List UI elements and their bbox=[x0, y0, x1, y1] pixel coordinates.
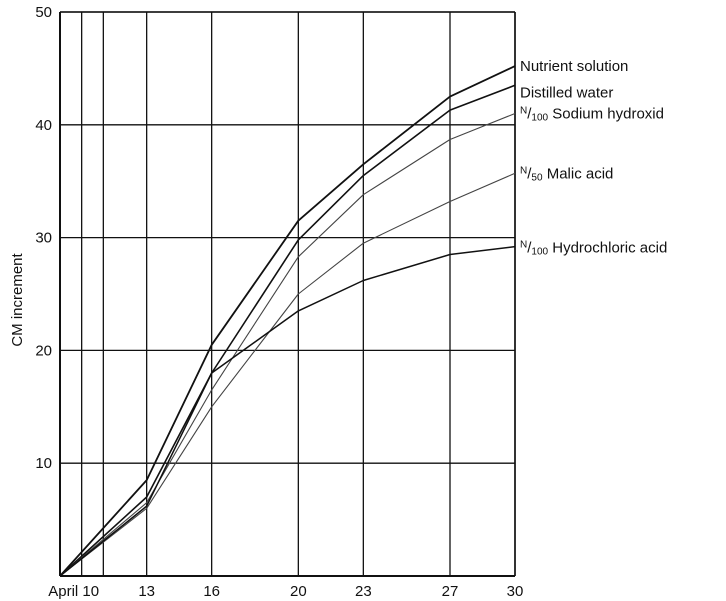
series-line bbox=[59, 84, 516, 577]
y-tick-label: 10 bbox=[35, 455, 52, 472]
y-tick-label: 40 bbox=[35, 117, 52, 134]
fraction-denominator: 100 bbox=[531, 247, 548, 258]
x-tick-label: 23 bbox=[355, 583, 372, 600]
series-line bbox=[59, 172, 516, 577]
series-label: Nutrient solution bbox=[520, 58, 628, 75]
x-tick-label: April 10 bbox=[48, 583, 99, 600]
plot-frame bbox=[59, 11, 516, 577]
fraction-slash: / bbox=[527, 165, 532, 182]
fraction-numerator: N bbox=[520, 106, 527, 117]
y-tick-label: 30 bbox=[35, 230, 52, 247]
x-tick-label: 30 bbox=[507, 583, 524, 600]
fraction-numerator: N bbox=[520, 165, 527, 176]
x-tick-label: 16 bbox=[203, 583, 220, 600]
fraction-slash: / bbox=[527, 240, 532, 257]
x-tick-label: 20 bbox=[290, 583, 307, 600]
grid bbox=[60, 11, 516, 576]
y-tick-label: 50 bbox=[35, 4, 52, 21]
x-axis-ticks: April 10 13 16 20 23 27 30 bbox=[48, 583, 523, 600]
series-label-text: Sodium hydroxid bbox=[548, 106, 664, 123]
fraction-numerator: N bbox=[520, 240, 527, 251]
series-label: N/100 Hydrochloric acid bbox=[520, 240, 667, 258]
y-axis-ticks: 10 20 30 40 50 bbox=[35, 4, 52, 472]
series-lines bbox=[59, 65, 516, 577]
series-label-text: Malic acid bbox=[543, 165, 614, 182]
fraction-denominator: 50 bbox=[531, 172, 543, 183]
fraction-denominator: 100 bbox=[531, 113, 548, 124]
series-label: N/100 Sodium hydroxid bbox=[520, 106, 664, 124]
y-tick-label: 20 bbox=[35, 342, 52, 359]
series-label: Distilled water bbox=[520, 84, 613, 101]
series-line bbox=[59, 245, 516, 577]
y-axis-title: CM increment bbox=[9, 252, 26, 346]
series-line bbox=[59, 112, 516, 577]
x-tick-label: 27 bbox=[442, 583, 459, 600]
series-label-text: Hydrochloric acid bbox=[548, 240, 667, 257]
fraction-slash: / bbox=[527, 106, 532, 123]
series-line bbox=[59, 65, 516, 577]
series-label: N/50 Malic acid bbox=[520, 165, 613, 183]
x-tick-label: 13 bbox=[138, 583, 155, 600]
